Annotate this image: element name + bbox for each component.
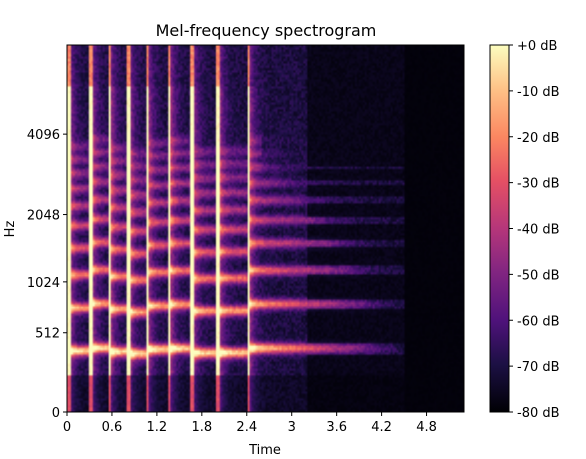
chart-title: Mel-frequency spectrogram xyxy=(156,21,377,40)
x-tick-label: 0.6 xyxy=(102,420,123,435)
y-tick-label: 0 xyxy=(52,406,60,421)
colorbar-tick-label: -20 dB xyxy=(517,131,560,146)
x-tick-label: 1.2 xyxy=(147,420,168,435)
colorbar-tick-label: -10 dB xyxy=(517,85,560,100)
y-axis: 0 512 1024 2048 4096 xyxy=(27,128,67,421)
colorbar-tick-label: -80 dB xyxy=(517,406,560,421)
y-axis-label: Hz xyxy=(3,221,18,238)
colorbar-gradient xyxy=(489,44,510,413)
spectrogram-heatmap xyxy=(67,45,464,412)
x-axis: 0 0.6 1.2 1.8 2.4 3 3.6 4.2 4.8 xyxy=(63,412,437,435)
x-axis-label: Time xyxy=(248,443,281,458)
colorbar-tick-label: -60 dB xyxy=(517,314,560,329)
colorbar-tick-label: +0 dB xyxy=(517,39,557,54)
x-tick-label: 4.2 xyxy=(371,420,392,435)
x-tick-label: 3.6 xyxy=(326,420,347,435)
colorbar-ticks: +0 dB -10 dB -20 dB -30 dB -40 dB -50 dB -60 d… xyxy=(509,39,560,421)
plot-frame xyxy=(66,44,465,413)
colorbar: +0 dB -10 dB -20 dB -30 dB -40 dB -50 dB -60 d… xyxy=(489,39,560,421)
x-tick-label: 4.8 xyxy=(416,420,437,435)
colorbar-tick-label: -40 dB xyxy=(517,223,560,238)
y-tick-label: 1024 xyxy=(27,276,60,291)
x-tick-label: 1.8 xyxy=(191,420,212,435)
x-tick-label: 0 xyxy=(63,420,71,435)
x-tick-label: 2.4 xyxy=(236,420,257,435)
y-tick-label: 512 xyxy=(35,327,60,342)
colorbar-tick-label: -30 dB xyxy=(517,177,560,192)
y-tick-label: 4096 xyxy=(27,128,60,143)
y-tick-label: 2048 xyxy=(27,209,60,224)
colorbar-tick-label: -70 dB xyxy=(517,360,560,375)
heatmap-plot-area xyxy=(66,44,465,413)
colorbar-tick-label: -50 dB xyxy=(517,268,560,283)
x-tick-label: 3 xyxy=(288,420,296,435)
